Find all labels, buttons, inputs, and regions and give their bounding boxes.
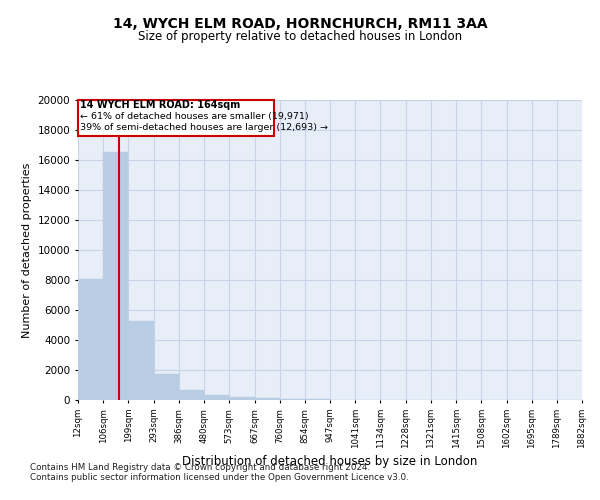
Bar [280, 398, 305, 400]
Bar [103, 152, 128, 400]
Bar [305, 399, 330, 400]
Bar [254, 398, 280, 400]
Text: Contains public sector information licensed under the Open Government Licence v3: Contains public sector information licen… [30, 472, 409, 482]
X-axis label: Distribution of detached houses by size in London: Distribution of detached houses by size … [182, 455, 478, 468]
Text: 39% of semi-detached houses are larger (12,693) →: 39% of semi-detached houses are larger (… [80, 123, 328, 132]
FancyBboxPatch shape [78, 100, 274, 136]
Bar [154, 374, 179, 400]
Text: 14, WYCH ELM ROAD, HORNCHURCH, RM11 3AA: 14, WYCH ELM ROAD, HORNCHURCH, RM11 3AA [113, 18, 487, 32]
Text: Size of property relative to detached houses in London: Size of property relative to detached ho… [138, 30, 462, 43]
Y-axis label: Number of detached properties: Number of detached properties [22, 162, 32, 338]
Bar [128, 320, 154, 400]
Text: Contains HM Land Registry data © Crown copyright and database right 2024.: Contains HM Land Registry data © Crown c… [30, 462, 370, 471]
Bar [78, 278, 103, 400]
Text: ← 61% of detached houses are smaller (19,971): ← 61% of detached houses are smaller (19… [80, 112, 309, 121]
Bar [179, 390, 204, 400]
Bar [229, 398, 254, 400]
Text: 14 WYCH ELM ROAD: 164sqm: 14 WYCH ELM ROAD: 164sqm [80, 100, 241, 110]
Bar [204, 395, 229, 400]
